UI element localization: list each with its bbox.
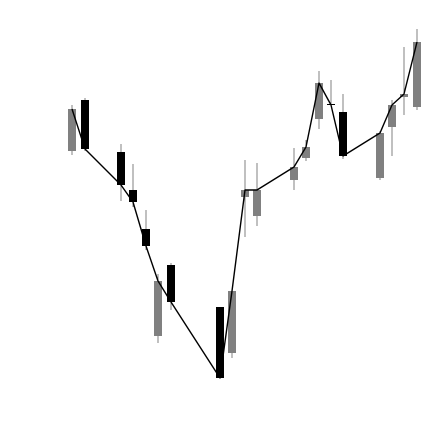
wick-layer: [71, 29, 418, 378]
candle-body-layer: [68, 42, 421, 378]
candle-body-6: [167, 265, 175, 302]
candle-body-17: [388, 105, 396, 127]
candle-body-15: [339, 112, 347, 156]
candle-body-19: [413, 42, 421, 107]
candle-body-1: [81, 100, 89, 149]
candle-body-11: [290, 167, 298, 180]
candle-body-4: [142, 229, 150, 246]
trend-line: [71, 41, 418, 379]
candle-body-3: [129, 190, 137, 202]
candle-body-18: [400, 94, 408, 97]
candle-body-0: [68, 109, 76, 151]
candle-body-12: [302, 147, 310, 158]
candle-body-7: [216, 307, 224, 378]
candle-body-5: [154, 281, 162, 336]
candle-body-10: [253, 190, 261, 216]
candle-body-8: [228, 291, 236, 353]
candle-body-13: [315, 83, 323, 119]
trend-line-layer: [71, 41, 418, 379]
candle-body-16: [376, 133, 384, 178]
candle-body-2: [117, 152, 125, 185]
